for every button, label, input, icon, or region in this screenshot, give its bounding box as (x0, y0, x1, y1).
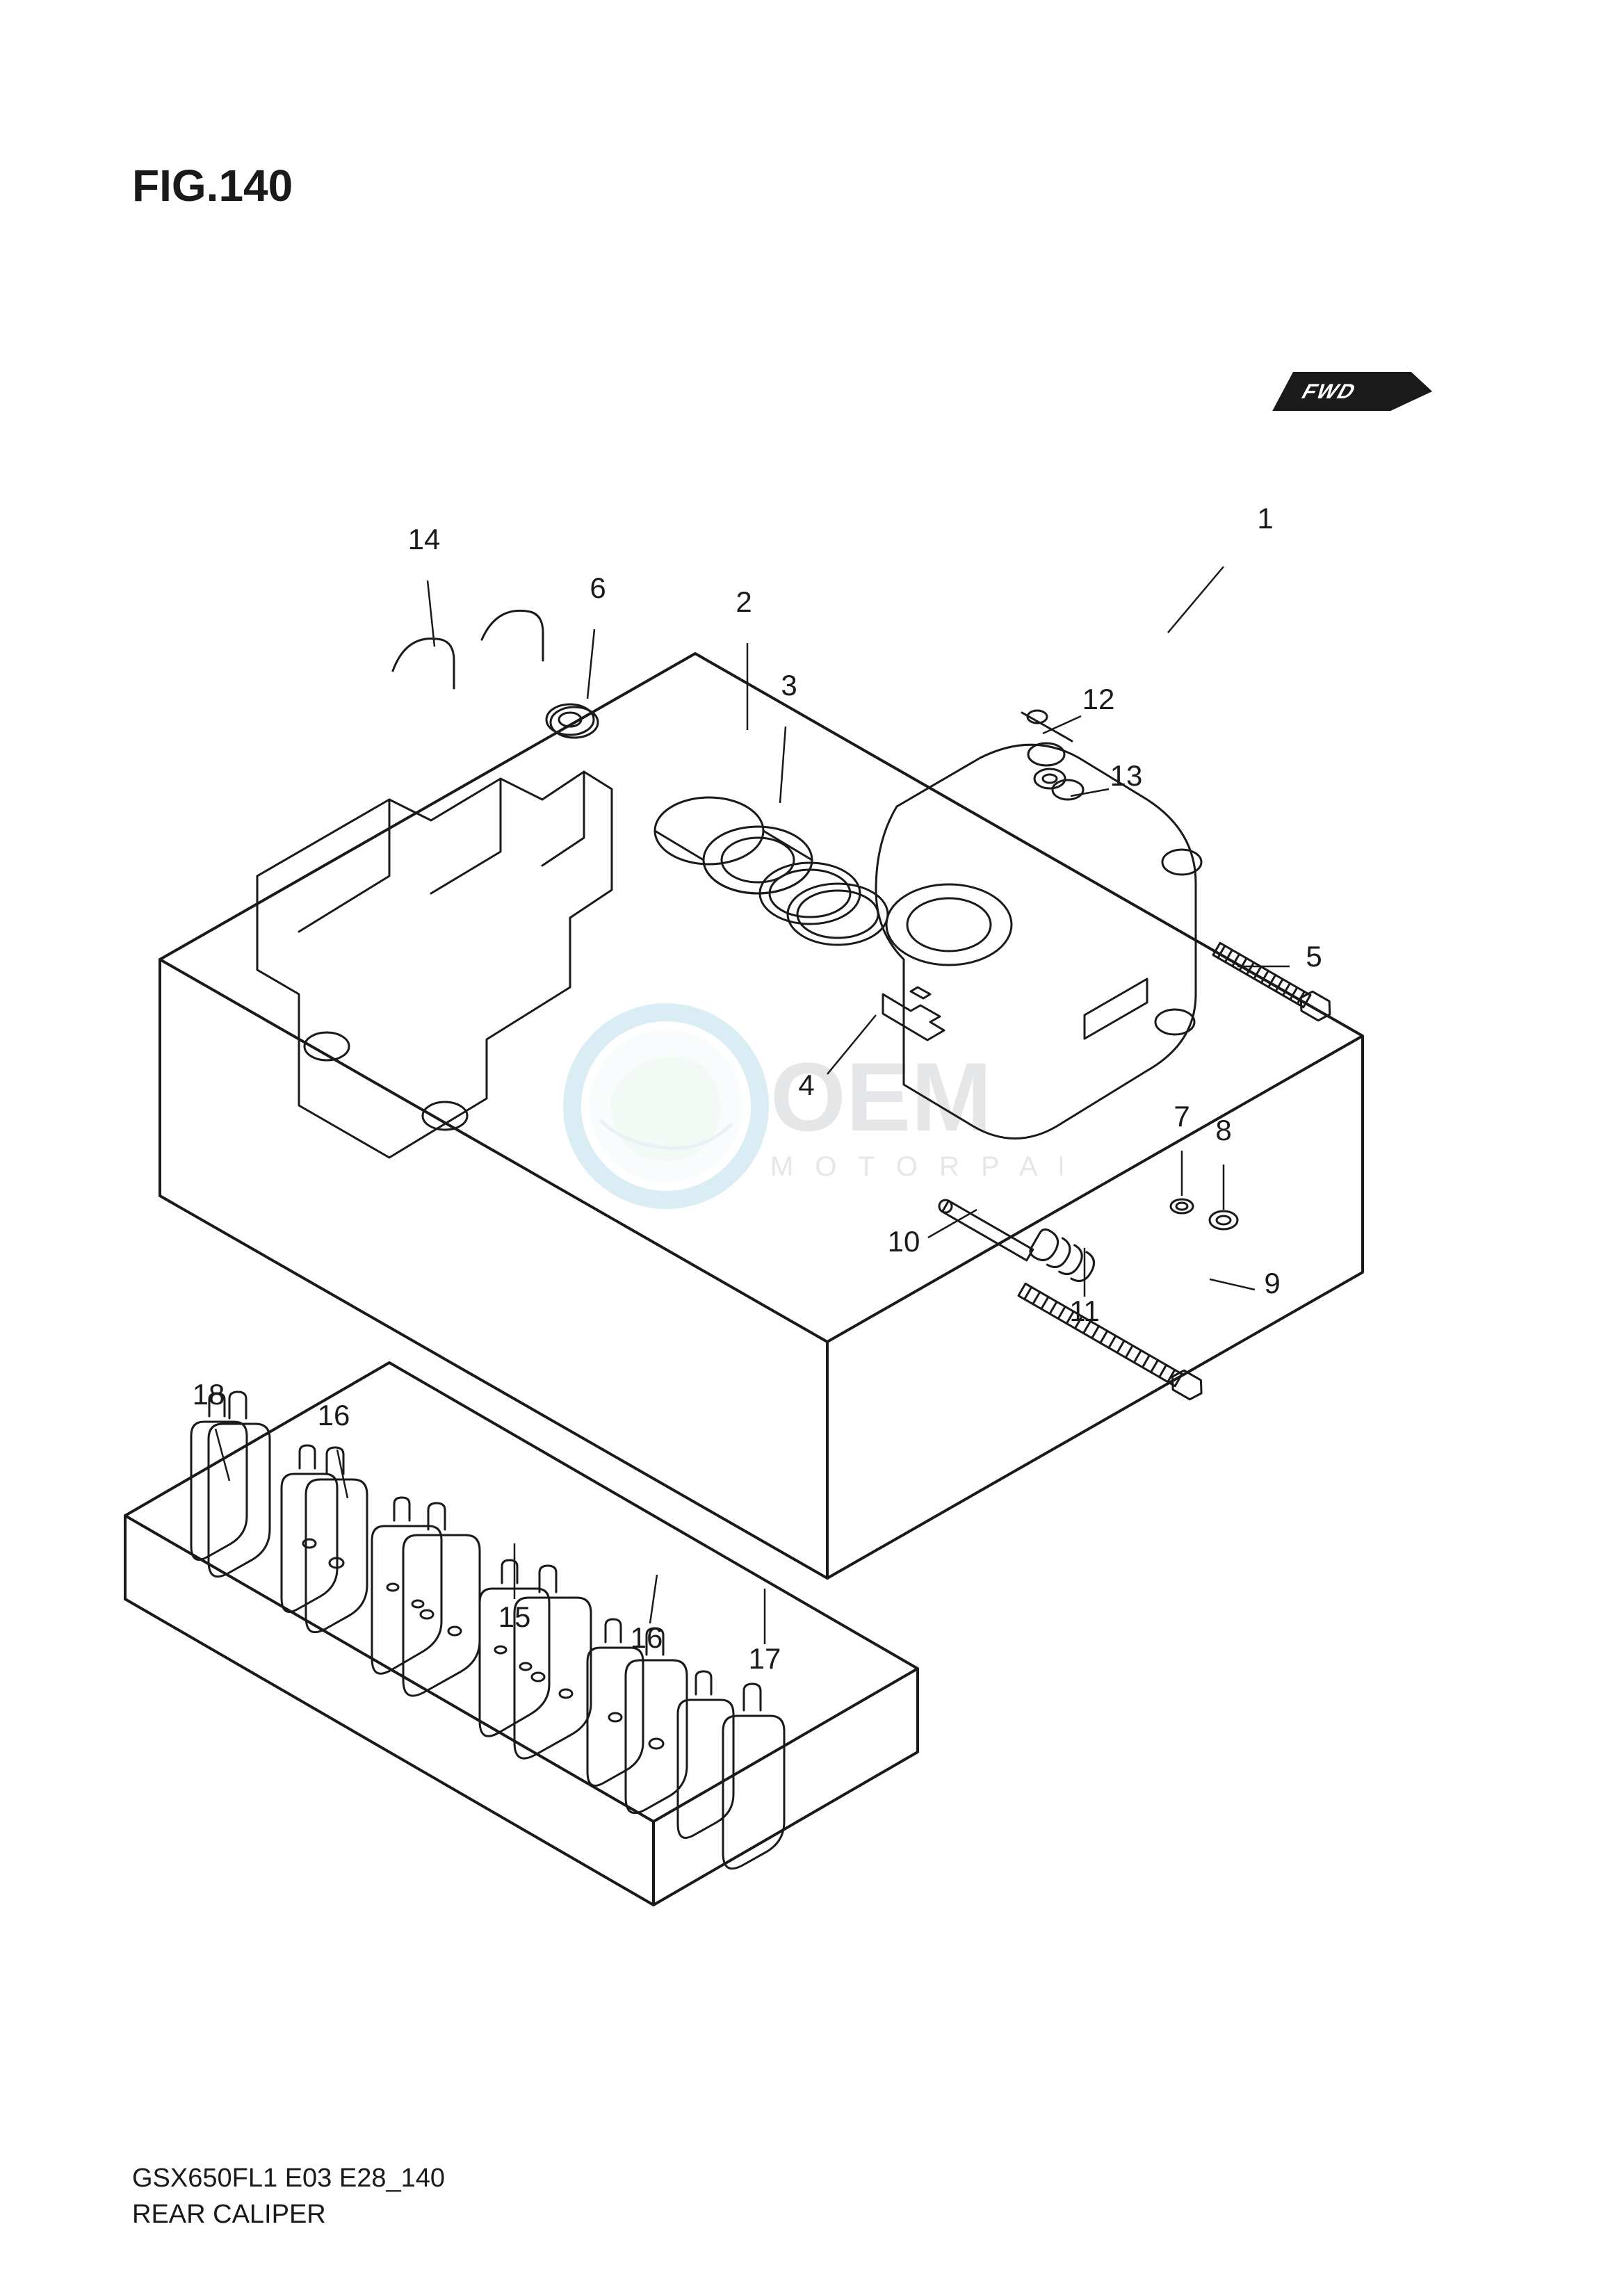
callout-number: 5 (1306, 940, 1322, 973)
banjo-bolt (1022, 711, 1072, 741)
callout-leader (1210, 1279, 1255, 1290)
diagram-canvas: FWD (0, 0, 1624, 2295)
callout-number: 15 (498, 1600, 531, 1633)
callout-number: 6 (590, 571, 606, 604)
callout-leader (428, 581, 435, 647)
piston-and-seals (655, 797, 888, 945)
callout-leader (928, 1210, 977, 1238)
callout-number: 1 (1257, 502, 1273, 535)
callout-number: 7 (1174, 1100, 1189, 1133)
page: FIG.140 OEM M O T O R P A R T S FWD (0, 0, 1624, 2295)
callout-number: 10 (888, 1225, 920, 1258)
callout-number: 4 (798, 1069, 814, 1101)
callout-leader (650, 1575, 657, 1623)
bleeder (883, 987, 944, 1040)
caliper-bracket (257, 610, 612, 1158)
callout-leader (780, 727, 786, 803)
callout-number: 12 (1082, 683, 1115, 715)
caliper-body (876, 743, 1201, 1139)
callout-number: 13 (1110, 759, 1143, 792)
fwd-badge: FWD (1272, 372, 1443, 411)
callout-leader (1043, 716, 1081, 733)
callout-number: 16 (318, 1399, 350, 1432)
footer-line-1: GSX650FL1 E03 E28_140 (132, 2161, 445, 2196)
callout-number: 11 (1069, 1295, 1100, 1327)
callout-number: 18 (193, 1378, 225, 1411)
assembly-box-pads (125, 1363, 918, 1905)
callout-number: 17 (749, 1642, 781, 1675)
callout-number: 8 (1215, 1114, 1231, 1146)
footer: GSX650FL1 E03 E28_140 REAR CALIPER (132, 2161, 445, 2232)
callout-leader (1071, 789, 1109, 796)
callout-leader (827, 1015, 876, 1074)
caliper-bolt-lower (1016, 1280, 1207, 1403)
pad-pin-plugs (1171, 1199, 1237, 1229)
footer-line-2: REAR CALIPER (132, 2197, 445, 2232)
callouts-layer: 12345678910111213141516161718 (193, 502, 1322, 1675)
callout-number: 16 (631, 1621, 663, 1654)
brake-pads-row (191, 1393, 733, 1838)
callout-leader (587, 629, 594, 699)
callout-number: 2 (736, 585, 752, 618)
callout-number: 3 (781, 669, 797, 702)
callout-leader (216, 1429, 229, 1481)
callout-number: 14 (408, 523, 441, 555)
slide-boot (1028, 1227, 1099, 1286)
callout-number: 9 (1264, 1267, 1280, 1299)
callout-leader (1168, 567, 1224, 633)
